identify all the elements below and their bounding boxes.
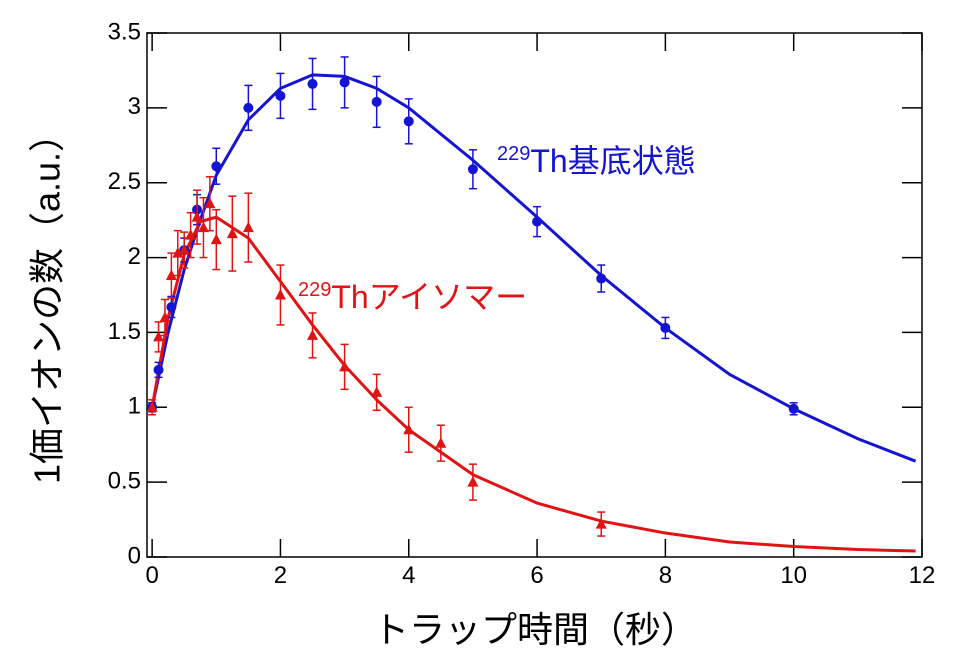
data-point [339,360,351,372]
data-point [185,229,197,240]
fit-curve [150,73,917,463]
data-point [226,227,238,239]
x-tick-label: 4 [402,562,415,589]
x-tick-label: 10 [780,562,807,589]
annotation-superscript: 229 [298,279,331,301]
data-point [153,330,165,342]
x-tick-label: 0 [145,562,158,589]
annotation: 229Th基底状態 [497,143,696,179]
data-point [211,161,222,172]
data-point [339,77,350,88]
data-point [159,311,171,322]
data-point [307,329,319,340]
annotation-superscript: 229 [497,143,530,165]
data-point [371,96,382,107]
y-tick-label: 0.5 [108,467,141,494]
plot-frame [146,32,923,558]
annotation-text: Thアイソマー [331,279,527,315]
data-point [435,437,447,448]
data-point [146,401,158,412]
data-point [596,273,607,284]
y-axis-title: 1価イオンの数（a.u.） [27,116,68,484]
annotation-text: Th基底状態 [530,143,695,179]
x-axis-title: トラップ時間（秒） [373,609,697,650]
data-point [660,322,671,333]
data-point [467,164,478,175]
data-point [243,102,254,113]
y-tick-label: 0 [128,542,141,569]
data-point [166,301,177,312]
data-point [788,403,799,414]
data-point [403,116,414,127]
y-tick-label: 3.5 [108,18,141,45]
y-tick-label: 2.5 [108,168,141,195]
data-point [178,244,190,255]
data-point [371,386,383,397]
data-point [275,90,286,101]
x-tick-label: 6 [530,562,543,589]
data-point [197,221,209,233]
data-point [165,269,177,281]
data-point [274,289,286,300]
y-tick-label: 3 [128,93,141,120]
x-tick-label: 2 [274,562,287,589]
y-tick-label: 1.5 [108,318,141,345]
data-point [242,221,254,233]
annotation: 229Thアイソマー [298,279,527,315]
data-point [307,78,318,89]
data-point [204,197,216,209]
x-tick-label: 8 [659,562,672,589]
data-point [210,233,222,245]
data-point [153,364,164,375]
x-tick-label: 12 [909,562,936,589]
data-point [595,518,607,529]
data-point [191,211,203,222]
data-point [467,476,479,487]
fit-curve [150,215,916,553]
data-point [172,247,184,258]
data-point [532,216,543,227]
y-tick-label: 2 [128,243,141,270]
data-point [403,423,415,435]
y-tick-label: 1 [128,393,141,420]
